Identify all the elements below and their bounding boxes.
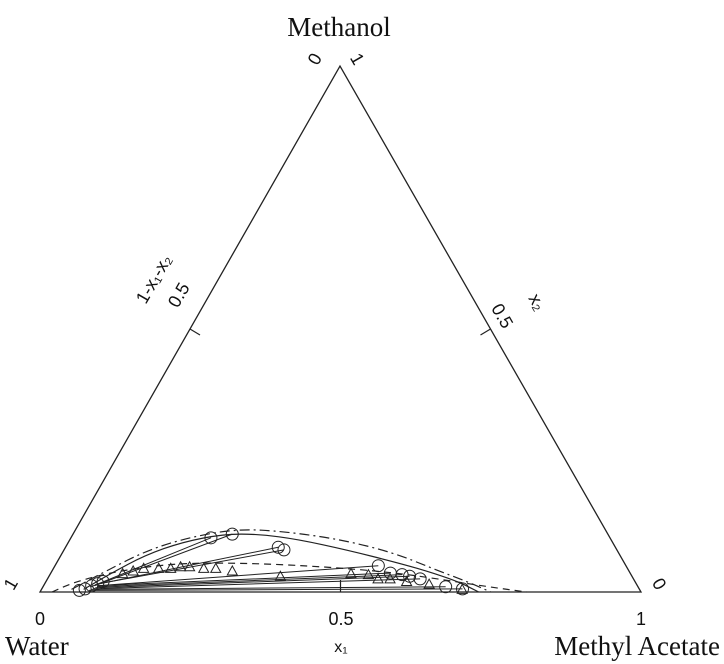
triangle-marker bbox=[400, 575, 413, 586]
triangle-marker bbox=[226, 564, 239, 576]
triangle-marker bbox=[345, 567, 357, 579]
circle-marker bbox=[395, 568, 409, 582]
tie-line bbox=[97, 574, 403, 588]
tie-line bbox=[97, 565, 379, 587]
triangle-marker bbox=[423, 578, 435, 589]
triangle-marker bbox=[372, 572, 384, 584]
tie-line bbox=[92, 578, 421, 590]
vertex-label-methyl-acetate: Methyl Acetate bbox=[554, 631, 720, 661]
circle-marker bbox=[277, 543, 291, 557]
vertex-label-water: Water bbox=[5, 631, 69, 661]
circle-marker bbox=[78, 582, 92, 596]
triangle-marker bbox=[183, 560, 196, 572]
x1-tick-1: 1 bbox=[636, 609, 646, 629]
circle-marker bbox=[72, 583, 86, 597]
triangle-marker bbox=[116, 567, 129, 579]
triangle-marker bbox=[152, 562, 165, 573]
triangle-marker bbox=[197, 562, 210, 573]
circle-marker bbox=[204, 531, 218, 545]
circle-marker bbox=[96, 574, 110, 588]
circle-marker bbox=[371, 559, 385, 573]
binodal-curve-dash-dot bbox=[71, 529, 492, 593]
right-tick-mark bbox=[480, 328, 491, 336]
left-end-label-1: 1 bbox=[0, 575, 22, 594]
tie-line bbox=[97, 572, 391, 587]
tie-line bbox=[95, 575, 410, 589]
left-tick-mark bbox=[189, 328, 201, 336]
x1-tick-0: 0 bbox=[35, 609, 45, 629]
left-end-label-0: 0 bbox=[304, 50, 326, 69]
right-end-label-0: 0 bbox=[648, 575, 670, 594]
right-end-label-1: 1 bbox=[346, 50, 368, 69]
triangle-frame bbox=[38, 64, 643, 593]
circle-marker bbox=[225, 527, 239, 541]
tie-line bbox=[88, 588, 463, 591]
triangle-marker bbox=[384, 572, 396, 584]
right-tick-0.5: 0.5 bbox=[487, 300, 517, 332]
triangle-marker bbox=[127, 564, 139, 576]
triangle-marker bbox=[137, 562, 150, 573]
x1-tick-0.5: 0.5 bbox=[328, 609, 353, 629]
triangle-marker bbox=[164, 562, 177, 573]
triangle-marker bbox=[274, 570, 287, 581]
triangle-marker bbox=[174, 560, 187, 572]
triangle-marker bbox=[456, 583, 469, 594]
tie-line bbox=[96, 549, 285, 585]
circle-marker bbox=[413, 572, 427, 586]
circle-marker bbox=[91, 577, 105, 591]
binodal-curve-solid bbox=[83, 533, 479, 593]
binodal-curve-dashed bbox=[51, 562, 527, 593]
tie-line bbox=[90, 537, 212, 588]
circle-marker bbox=[271, 540, 285, 554]
x1-axis-label: x₁ bbox=[334, 639, 347, 656]
circle-marker bbox=[439, 580, 453, 594]
circle-marker bbox=[85, 579, 99, 593]
left-tick-0.5: 0.5 bbox=[164, 279, 194, 311]
tie-line bbox=[90, 586, 446, 590]
circle-marker bbox=[456, 582, 469, 596]
vertex-label-methanol: Methanol bbox=[287, 12, 390, 42]
triangle-marker bbox=[362, 568, 375, 580]
triangle-marker bbox=[209, 562, 222, 573]
right-axis-label: x₂ bbox=[525, 290, 550, 314]
